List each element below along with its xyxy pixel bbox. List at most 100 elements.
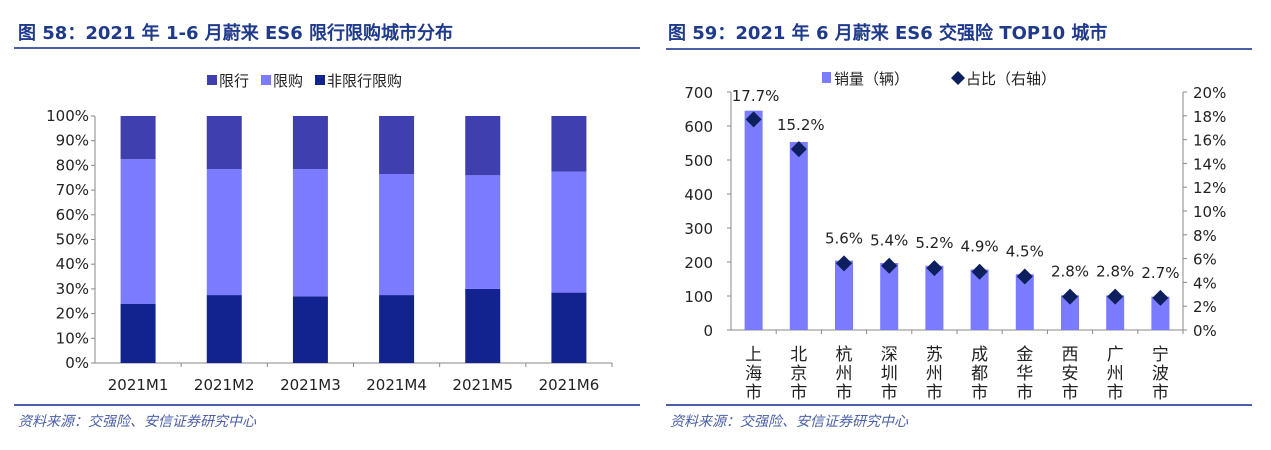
bar-segment bbox=[551, 292, 587, 363]
x-tick-label-char: 上 bbox=[745, 345, 762, 365]
x-tick-label-char: 市 bbox=[1016, 383, 1033, 403]
legend-swatch bbox=[261, 75, 271, 85]
bar bbox=[1015, 274, 1034, 330]
y-tick-label: 20% bbox=[56, 305, 89, 323]
data-label: 5.2% bbox=[915, 234, 953, 252]
x-tick-label-char: 市 bbox=[971, 383, 988, 403]
legend-label: 限行 bbox=[219, 72, 249, 90]
y-tick-label: 70% bbox=[56, 181, 89, 199]
chart1-source: 资料来源：交强险、安信证券研究中心 bbox=[18, 414, 257, 430]
x-tick-label-char: 西 bbox=[1062, 345, 1079, 365]
x-tick-label-char: 杭 bbox=[836, 345, 853, 365]
y-tick-label: 700 bbox=[684, 84, 713, 102]
x-tick-label-char: 金 bbox=[1016, 345, 1033, 365]
y2-tick-label: 6% bbox=[1193, 251, 1217, 269]
bar-segment bbox=[292, 169, 328, 297]
x-tick-label-char: 市 bbox=[1107, 383, 1124, 403]
legend-swatch-diamond bbox=[951, 71, 965, 85]
x-tick-label-char: 北 bbox=[790, 345, 807, 365]
diamond-marker bbox=[790, 141, 807, 158]
chart1-plot: 0% 10% 20% 30% 40% 50% 60% 70% 80% 90% 100% 2021M1 2… bbox=[46, 72, 613, 394]
legend-swatch bbox=[315, 75, 325, 85]
legend-label: 销量（辆） bbox=[834, 70, 909, 88]
legend-label: 非限行限购 bbox=[327, 72, 402, 90]
bar bbox=[925, 265, 944, 330]
y-tick-label: 200 bbox=[684, 254, 713, 272]
bar bbox=[1061, 295, 1079, 330]
bar-segment bbox=[465, 116, 501, 176]
x-tick-label-char: 华 bbox=[1016, 364, 1033, 384]
bar-segment bbox=[379, 116, 415, 175]
x-tick-label-char: 圳 bbox=[881, 364, 898, 384]
bar-segment bbox=[551, 116, 587, 172]
bar-segment bbox=[465, 175, 501, 289]
legend-swatch-bar bbox=[822, 72, 831, 83]
x-tick-label: 2021M6 bbox=[539, 376, 600, 394]
bar bbox=[970, 269, 989, 330]
x-tick-label-char: 波 bbox=[1152, 364, 1169, 384]
data-label: 4.9% bbox=[961, 238, 999, 256]
x-tick-label-char: 安 bbox=[1062, 364, 1079, 384]
x-tick-label-char: 市 bbox=[881, 383, 898, 403]
data-label: 2.7% bbox=[1141, 264, 1179, 282]
bar bbox=[1106, 295, 1125, 330]
x-tick-label-char: 市 bbox=[1152, 383, 1169, 403]
data-label: 2.8% bbox=[1096, 263, 1134, 281]
chart1-title: 图 58：2021 年 1-6 月蔚来 ES6 限行限购城市分布 bbox=[18, 22, 453, 44]
y-tick-label: 30% bbox=[56, 280, 89, 298]
diamond-marker bbox=[971, 263, 988, 280]
x-tick-label: 2021M5 bbox=[452, 376, 513, 394]
x-tick-label-char: 州 bbox=[836, 364, 853, 384]
y-tick-label: 600 bbox=[684, 118, 713, 136]
data-label: 17.7% bbox=[732, 87, 780, 105]
x-tick-label-char: 苏 bbox=[926, 345, 943, 365]
bar-segment bbox=[206, 169, 242, 296]
bar bbox=[1151, 296, 1170, 330]
legend-label: 占比（右轴） bbox=[966, 70, 1056, 88]
bar-segment bbox=[379, 174, 415, 296]
data-label: 5.4% bbox=[870, 232, 908, 250]
y2-tick-label: 2% bbox=[1193, 298, 1217, 316]
x-tick-label: 2021M2 bbox=[194, 376, 255, 394]
x-tick-label-char: 深 bbox=[881, 345, 898, 365]
diamond-marker bbox=[1062, 288, 1078, 305]
x-tick-label-char: 市 bbox=[790, 383, 807, 403]
y2-tick-label: 12% bbox=[1193, 179, 1226, 197]
diamond-marker bbox=[1016, 268, 1033, 285]
diamond-marker bbox=[1107, 288, 1124, 305]
bar bbox=[744, 110, 763, 330]
bar-segment bbox=[551, 171, 587, 293]
legend-label: 限购 bbox=[273, 72, 303, 90]
bar-segment bbox=[292, 296, 328, 363]
y2-tick-label: 8% bbox=[1193, 227, 1217, 245]
legend-swatch bbox=[207, 75, 217, 85]
y-tick-label: 0% bbox=[65, 354, 89, 372]
bar-segment bbox=[379, 295, 415, 363]
y-tick-label: 0 bbox=[703, 322, 713, 340]
diamond-marker bbox=[926, 260, 943, 277]
diamond-marker bbox=[836, 255, 852, 272]
y-tick-label: 60% bbox=[56, 206, 89, 224]
y-tick-label: 400 bbox=[684, 186, 713, 204]
x-tick-label-char: 宁 bbox=[1152, 345, 1169, 365]
x-tick-label-char: 京 bbox=[790, 364, 807, 384]
y-tick-label: 500 bbox=[684, 152, 713, 170]
y2-tick-label: 0% bbox=[1193, 322, 1217, 340]
x-tick-label-char: 市 bbox=[836, 383, 853, 403]
bar-segment bbox=[206, 116, 242, 170]
data-label: 15.2% bbox=[777, 116, 825, 134]
x-tick-label-char: 成 bbox=[971, 345, 988, 365]
y2-tick-label: 4% bbox=[1193, 274, 1217, 292]
y2-tick-label: 14% bbox=[1193, 155, 1226, 173]
y-tick-label: 10% bbox=[56, 329, 89, 347]
bar-segment bbox=[206, 295, 242, 363]
chart2-title: 图 59：2021 年 6 月蔚来 ES6 交强险 TOP10 城市 bbox=[668, 22, 1107, 44]
y-tick-label: 90% bbox=[56, 132, 89, 150]
x-tick-label-char: 市 bbox=[1062, 383, 1079, 403]
x-tick-label-char: 市 bbox=[926, 383, 943, 403]
x-tick-label: 2021M4 bbox=[366, 376, 427, 394]
x-tick-label-char: 海 bbox=[745, 364, 762, 384]
y-tick-label: 100 bbox=[684, 288, 713, 306]
bar bbox=[880, 263, 899, 330]
